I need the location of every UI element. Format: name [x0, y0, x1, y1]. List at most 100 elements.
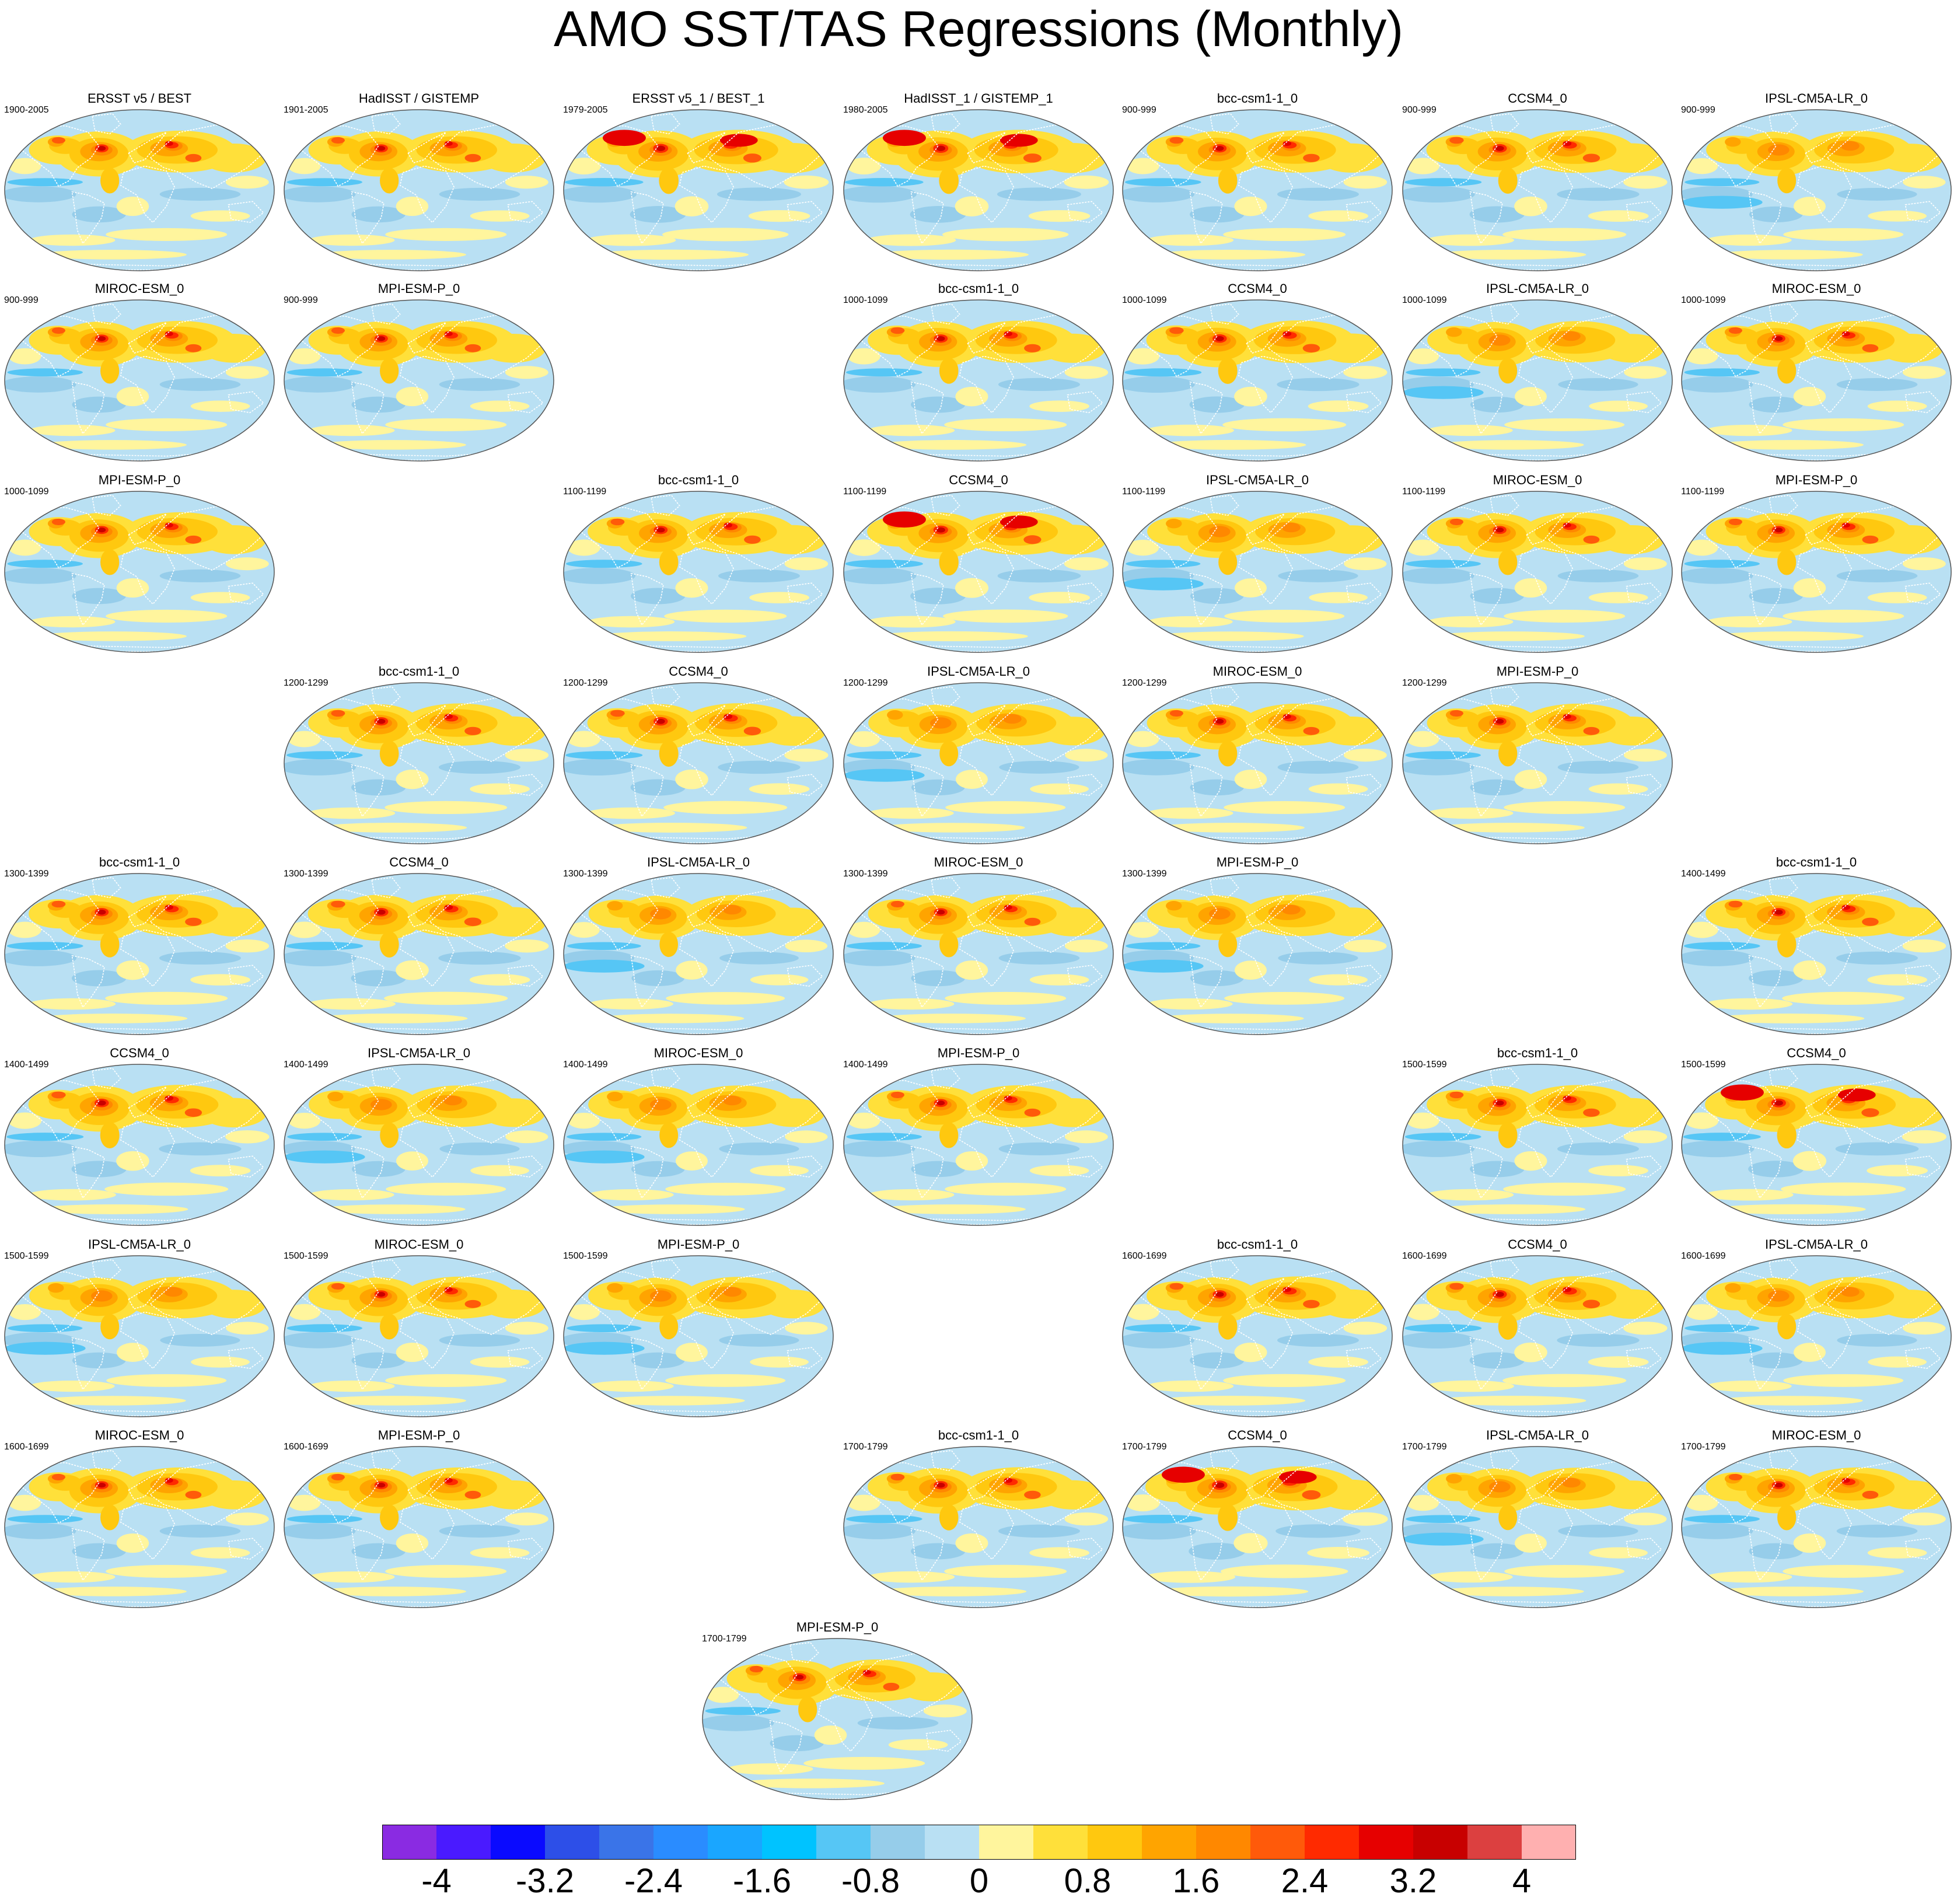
anomaly-patch — [607, 901, 623, 911]
anomaly-patch — [443, 1095, 462, 1106]
land-outline — [1267, 1269, 1382, 1336]
anomaly-patch — [596, 631, 747, 641]
map-border — [1681, 1255, 1952, 1417]
anomaly-patch — [844, 1522, 916, 1539]
anomaly-patch — [1209, 908, 1231, 920]
land-outline — [1626, 391, 1662, 414]
colorbar-swatch — [1413, 1825, 1468, 1860]
anomaly-patch — [1282, 714, 1291, 719]
anomaly-patch — [1583, 535, 1600, 544]
anomaly-patch — [288, 158, 321, 174]
anomaly-patch — [100, 167, 120, 194]
map-panel: MPI-ESM-P_0 1200-1299 — [1401, 664, 1674, 851]
anomaly-patch — [650, 1099, 672, 1110]
land-outline — [149, 1078, 264, 1144]
land-outline — [687, 131, 726, 164]
land-outline — [1526, 1277, 1565, 1310]
map-border — [1122, 682, 1393, 844]
anomaly-patch — [1868, 210, 1927, 222]
land-outline — [1526, 131, 1565, 164]
colorbar-swatch — [816, 1825, 871, 1860]
anomaly-patch — [1218, 1504, 1238, 1531]
land-outline — [371, 877, 401, 899]
anomaly-patch — [1405, 751, 1481, 760]
anomaly-patch — [798, 1696, 817, 1723]
land-outline — [931, 686, 960, 708]
anomaly-patch — [71, 1161, 127, 1178]
anomaly-patch — [1902, 366, 1946, 379]
anomaly-patch — [331, 1473, 345, 1480]
map-border — [843, 1446, 1114, 1608]
anomaly-patch — [106, 418, 228, 431]
anomaly-patch — [190, 592, 250, 603]
anomaly-patch — [784, 748, 829, 762]
anomaly-patch — [331, 137, 345, 144]
anomaly-patch — [1563, 522, 1571, 528]
land-outline — [1797, 1311, 1852, 1370]
anomaly-patch — [1152, 1586, 1309, 1597]
anomaly-patch — [288, 921, 321, 938]
land-outline — [120, 165, 175, 223]
land-outline — [1690, 125, 1777, 187]
anomaly-patch — [117, 1343, 149, 1362]
anomaly-patch — [1147, 807, 1233, 819]
anomaly-patch — [464, 344, 481, 352]
map-border — [284, 1255, 554, 1417]
colorbar-tick-label: -1.6 — [733, 1862, 791, 1900]
map-border — [1681, 1446, 1952, 1608]
anomaly-patch — [676, 1343, 708, 1362]
anomaly-patch — [567, 942, 641, 950]
anomaly-patch — [1146, 234, 1234, 246]
land-outline — [931, 113, 960, 135]
land-outline — [228, 201, 264, 223]
anomaly-patch — [1427, 1571, 1513, 1583]
anomaly-patch — [1588, 210, 1649, 222]
land-outline — [787, 1155, 823, 1178]
colorbar-swatch — [1250, 1825, 1305, 1860]
anomaly-patch — [1277, 378, 1360, 392]
anomaly-patch — [1781, 1182, 1906, 1196]
anomaly-patch — [505, 1322, 548, 1335]
anomaly-patch — [470, 1547, 530, 1559]
anomaly-patch — [380, 167, 399, 194]
land-outline — [1131, 1462, 1218, 1524]
anomaly-patch — [1427, 424, 1513, 436]
land-outline — [507, 965, 544, 987]
panel-period: 1500-1599 — [1402, 1060, 1447, 1070]
land-outline — [351, 1528, 385, 1581]
anomaly-patch — [1867, 1547, 1927, 1559]
land-outline — [708, 505, 823, 571]
anomaly-patch — [1878, 525, 1944, 554]
panel-period: 1300-1399 — [1122, 869, 1167, 879]
land-outline — [687, 895, 726, 928]
land-outline — [149, 123, 264, 190]
land-outline — [679, 1120, 734, 1178]
land-outline — [293, 1462, 379, 1524]
land-outline — [967, 1468, 1006, 1501]
land-outline — [228, 1155, 264, 1178]
land-outline — [1067, 582, 1103, 605]
anomaly-patch — [1029, 1165, 1089, 1176]
panel-title: IPSL-CM5A-LR_0 — [1486, 281, 1589, 296]
land-outline — [1469, 1145, 1503, 1199]
anomaly-patch — [1309, 592, 1368, 603]
anomaly-patch — [8, 1324, 83, 1333]
anomaly-patch — [866, 616, 956, 628]
anomaly-patch — [8, 158, 41, 174]
panel-title: IPSL-CM5A-LR_0 — [1486, 1428, 1589, 1442]
anomaly-patch — [1282, 141, 1291, 146]
anomaly-patch — [396, 387, 429, 407]
land-outline — [407, 704, 446, 737]
anomaly-patch — [1563, 1287, 1572, 1292]
panel-period: 1979-2005 — [563, 105, 608, 115]
anomaly-patch — [1278, 951, 1358, 965]
anomaly-patch — [1223, 228, 1346, 242]
land-outline — [1904, 965, 1941, 987]
anomaly-patch — [1777, 1122, 1797, 1149]
land-outline — [407, 1277, 446, 1310]
anomaly-patch — [464, 153, 481, 162]
regression-map — [1681, 299, 1952, 462]
land-outline — [1189, 381, 1223, 435]
anomaly-patch — [1841, 904, 1850, 910]
land-outline — [1626, 1347, 1662, 1370]
